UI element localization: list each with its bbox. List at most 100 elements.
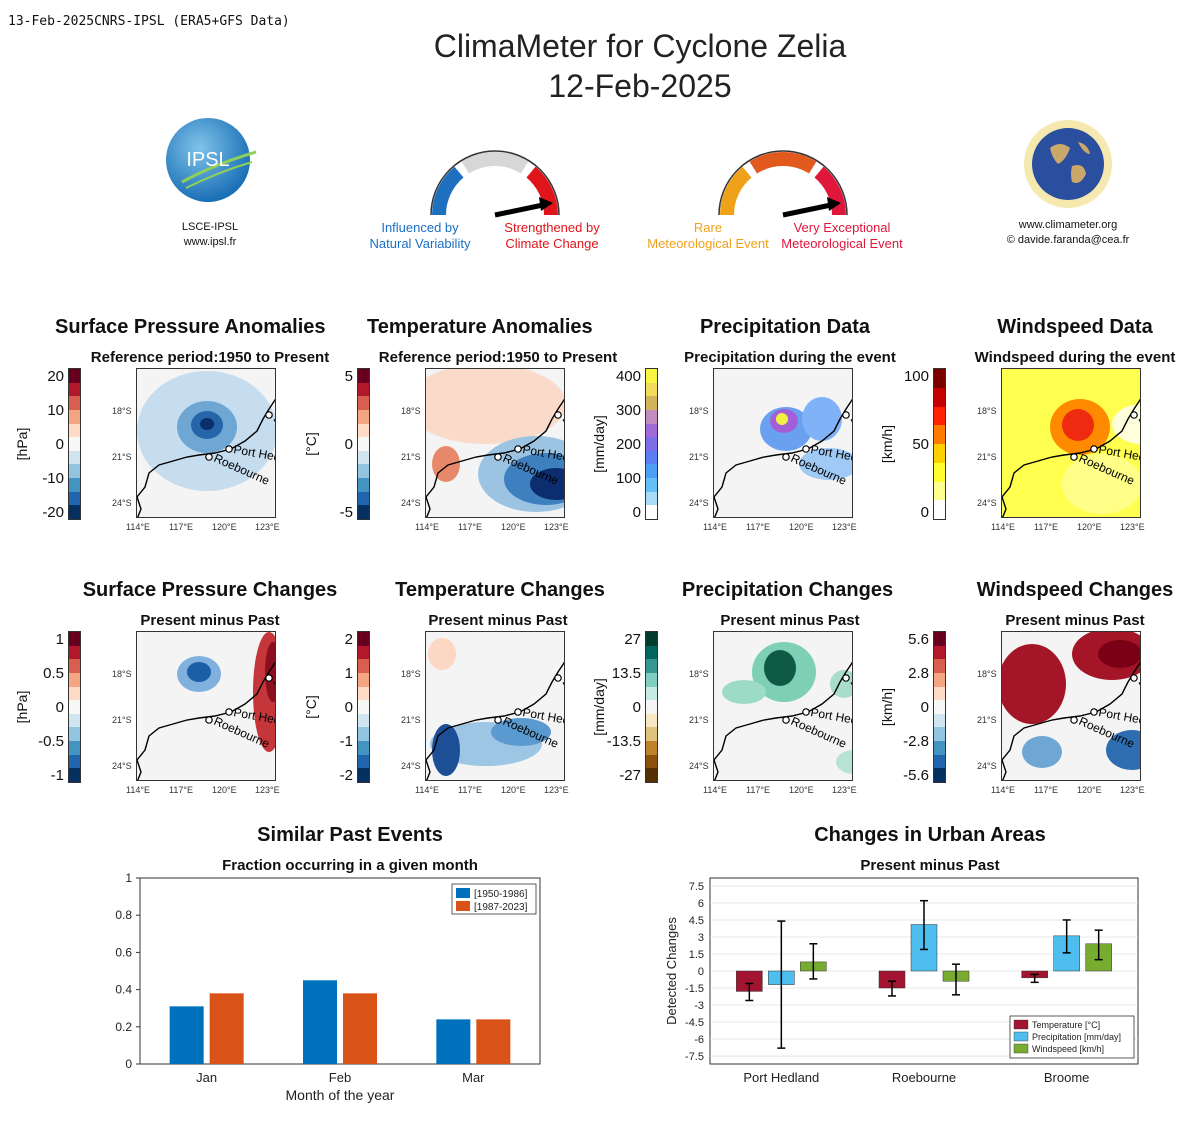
r1p1-colorbar-step bbox=[69, 437, 80, 451]
r2p1-lon-tick: 123°E bbox=[255, 785, 280, 795]
r2p2-lon-tick: 117°E bbox=[458, 785, 482, 795]
r2p1-colorbar-step bbox=[69, 768, 80, 782]
r2p4-lon-tick: 117°E bbox=[1034, 785, 1058, 795]
r2p4-colorbar-step bbox=[934, 713, 945, 728]
r1p1-subtitle: Reference period:1950 to Present bbox=[90, 349, 330, 366]
r2p3-colorbar-tick: 0 bbox=[632, 699, 641, 716]
r2p3-colorbar-step bbox=[646, 632, 657, 646]
r2p4-anomaly-area bbox=[1022, 736, 1062, 768]
chart2-xtick-label: Roebourne bbox=[892, 1070, 956, 1085]
r1p2-anomaly-area bbox=[530, 468, 564, 500]
r2p1-colorbar-step bbox=[69, 632, 80, 646]
r1p3-lon-tick: 114°E bbox=[703, 522, 727, 532]
r1p3-city-marker bbox=[782, 453, 790, 461]
r2p1-colorbar-tick: -1 bbox=[50, 767, 64, 784]
chart2-ytick-label: 4.5 bbox=[689, 915, 704, 927]
chart2-ytick-label: -1.5 bbox=[685, 983, 704, 995]
r1p3-colorbar-step bbox=[646, 491, 657, 506]
r2p2-colorbar-step bbox=[358, 768, 369, 782]
r2p1-city-marker bbox=[265, 674, 273, 682]
r1p3-title: Precipitation Data bbox=[699, 316, 871, 338]
climameter-caption-1: www.climameter.org bbox=[1018, 219, 1118, 231]
r1p1-colorbar-tick: 0 bbox=[55, 436, 64, 453]
r1p1-lon-tick: 120°E bbox=[212, 522, 237, 532]
r1p2-lat-tick: 24°S bbox=[401, 498, 421, 508]
r2p2-colorbar-step bbox=[358, 727, 369, 741]
r2p4-anomaly-area bbox=[1002, 644, 1066, 724]
r1p4-colorbar-tick: 100 bbox=[903, 368, 929, 385]
r2p3-subtitle: Present minus Past bbox=[720, 612, 860, 629]
gauge2-left-label-1: Rare bbox=[693, 220, 723, 235]
r2p2-lon-tick: 114°E bbox=[415, 785, 439, 795]
chart2-xtick-label: Broome bbox=[1044, 1070, 1090, 1085]
chart2-legend-label: Windspeed [km/h] bbox=[1032, 1044, 1104, 1054]
r2p1-colorbar-tick: -0.5 bbox=[38, 733, 64, 750]
r1p4-anomaly-area bbox=[1112, 404, 1140, 444]
r2p1-coastline-south bbox=[137, 759, 142, 780]
gauge2-segment-0 bbox=[720, 166, 752, 216]
r1p4-lon-tick: 117°E bbox=[1034, 522, 1058, 532]
r1p4-lat-tick: 24°S bbox=[977, 498, 997, 508]
r1p4-colorbar-step bbox=[934, 369, 945, 388]
chart2-ylabel: Detected Changes bbox=[664, 917, 679, 1025]
gauge2-segment-2 bbox=[814, 166, 846, 216]
r1p2-lon-tick: 114°E bbox=[415, 522, 439, 532]
chart2-ytick-label: -3 bbox=[694, 1000, 704, 1012]
r1p4-lon-tick: 114°E bbox=[991, 522, 1015, 532]
r2p2-lat-tick: 24°S bbox=[401, 761, 421, 771]
r1p3-lon-tick: 120°E bbox=[789, 522, 814, 532]
chart2-legend-swatch bbox=[1013, 1031, 1029, 1042]
r2p4-anomaly-area bbox=[1098, 640, 1140, 668]
r1p4-colorbar bbox=[933, 368, 946, 520]
r2p1-unit-label: [hPa] bbox=[14, 690, 30, 724]
gauge1-segment-2 bbox=[526, 166, 558, 216]
r1p3-colorbar-step bbox=[646, 437, 657, 451]
gauge1-segment-0 bbox=[432, 166, 464, 216]
r2p3-colorbar-step bbox=[646, 727, 657, 741]
r2p1-colorbar-step bbox=[69, 754, 80, 769]
r2p4-colorbar-tick: 5.6 bbox=[908, 631, 929, 648]
r2p4-colorbar-step bbox=[934, 768, 945, 782]
r2p2-lon-tick: 123°E bbox=[544, 785, 569, 795]
r2p2-colorbar-tick: 2 bbox=[344, 631, 353, 648]
r2p2-city-marker bbox=[514, 708, 522, 716]
r1p3-colorbar-tick: 100 bbox=[615, 470, 641, 487]
r1p1-colorbar-tick: -20 bbox=[42, 504, 64, 521]
r1p3-subtitle: Precipitation during the event bbox=[684, 349, 896, 366]
r1p4-lat-tick: 18°S bbox=[977, 406, 997, 416]
r1p1-colorbar bbox=[68, 368, 81, 520]
r2p2-lat-tick: 18°S bbox=[401, 669, 421, 679]
r2p2-colorbar-step bbox=[358, 672, 369, 687]
r2p4-colorbar-tick: -5.6 bbox=[903, 767, 929, 784]
chart2-ytick-label: 1.5 bbox=[689, 949, 704, 961]
r1p1-city-marker bbox=[225, 445, 233, 453]
r2p3-lat-tick: 24°S bbox=[689, 761, 709, 771]
r2p2-colorbar bbox=[357, 631, 370, 783]
r1p2-colorbar-step bbox=[358, 396, 369, 410]
r2p3-map: Broome Port Hedland Roebourne bbox=[713, 631, 853, 781]
r1p1-colorbar-step bbox=[69, 450, 80, 465]
gauge2-outer-rim bbox=[718, 150, 848, 216]
r2p3-colorbar-step bbox=[646, 713, 657, 728]
r2p4-colorbar-tick: -2.8 bbox=[903, 733, 929, 750]
r2p2-title: Temperature Changes bbox=[395, 579, 605, 601]
r1p1-colorbar-step bbox=[69, 409, 80, 424]
r2p1-colorbar-step bbox=[69, 741, 80, 755]
r1p3-unit-label: [mm/day] bbox=[591, 415, 607, 473]
r1p4-colorbar-step bbox=[934, 406, 945, 426]
r1p3-colorbar-tick: 0 bbox=[632, 504, 641, 521]
r1p3-anomaly-area bbox=[776, 413, 788, 425]
r2p1-colorbar-step bbox=[69, 700, 80, 714]
r1p4-colorbar-tick: 50 bbox=[912, 436, 929, 453]
r2p3-lon-tick: 120°E bbox=[789, 785, 814, 795]
r2p3-city-marker bbox=[842, 674, 850, 682]
r2p2-subtitle: Present minus Past bbox=[428, 612, 568, 629]
r2p4-lon-tick: 123°E bbox=[1120, 785, 1145, 795]
r2p4-colorbar-tick: 2.8 bbox=[908, 665, 929, 682]
gauge2-segment-1 bbox=[749, 152, 817, 174]
r2p2-colorbar-step bbox=[358, 659, 369, 673]
r1p1-lat-tick: 18°S bbox=[112, 406, 132, 416]
